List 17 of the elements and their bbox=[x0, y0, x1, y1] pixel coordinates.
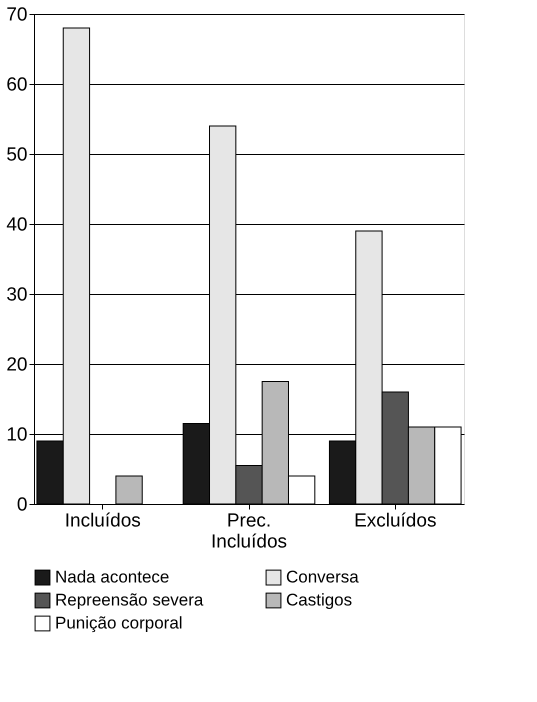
legend-label: Repreensão severa bbox=[55, 590, 204, 610]
y-tick-label: 20 bbox=[6, 354, 28, 376]
y-tick-label: 10 bbox=[6, 424, 28, 446]
bar bbox=[115, 476, 143, 504]
x-tick-label: Excluídos bbox=[354, 510, 436, 532]
x-tick-label: Incluídos bbox=[64, 510, 141, 532]
y-tick-label: 50 bbox=[6, 144, 28, 166]
y-tick-label: 40 bbox=[6, 214, 28, 236]
legend-label: Conversa bbox=[286, 568, 360, 587]
x-tick-label: Prec. Incluídos bbox=[210, 510, 288, 552]
y-tick-label: 70 bbox=[6, 4, 28, 26]
legend-label: Punição corporal bbox=[55, 614, 183, 632]
y-tick-label: 0 bbox=[16, 494, 28, 516]
legend-label: Nada acontece bbox=[55, 568, 170, 587]
y-tick-label: 30 bbox=[6, 284, 28, 306]
y-tick-label: 60 bbox=[6, 74, 28, 96]
legend-label: Castigos bbox=[286, 590, 352, 610]
